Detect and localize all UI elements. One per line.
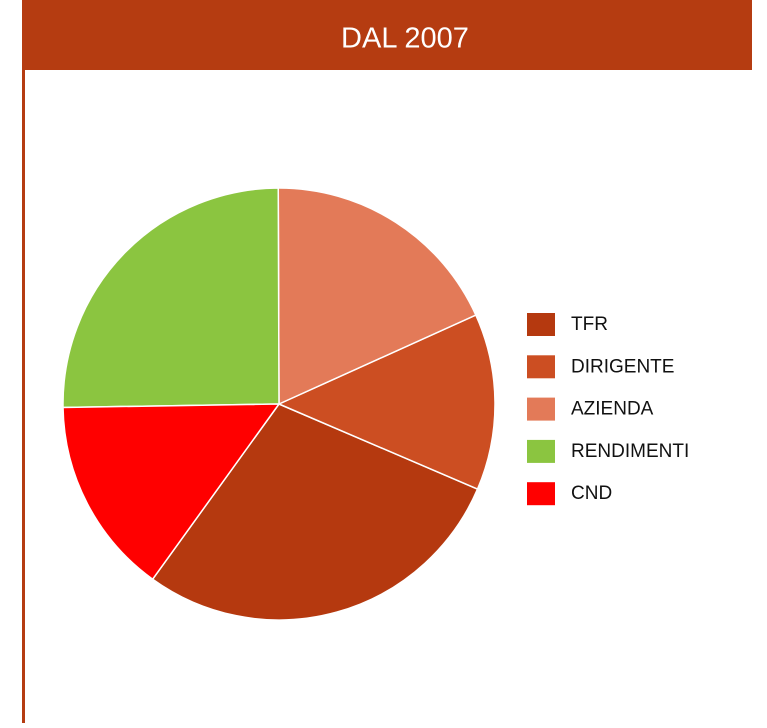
pie-slice <box>277 187 477 406</box>
pie-slice <box>62 187 280 409</box>
pie <box>62 187 496 621</box>
legend-label: TFR <box>571 314 608 335</box>
legend-swatch <box>527 482 555 506</box>
chart-title: DAL 2007 <box>341 23 469 55</box>
legend-label: CND <box>571 483 612 504</box>
legend-swatch <box>527 355 555 379</box>
header-bar <box>22 0 752 70</box>
legend-swatch <box>527 397 555 421</box>
left-border <box>22 70 25 723</box>
legend: TFR DIRIGENTE AZIENDA RENDIMENTI CND <box>527 313 689 506</box>
legend-label: RENDIMENTI <box>571 441 689 462</box>
pie-slice <box>151 403 479 621</box>
legend-swatch <box>527 313 555 336</box>
legend-label: AZIENDA <box>571 399 654 420</box>
legend-swatch <box>527 439 555 463</box>
pie-slice <box>62 403 281 581</box>
legend-label: DIRIGENTE <box>571 356 674 377</box>
pie-slice <box>277 314 496 491</box>
